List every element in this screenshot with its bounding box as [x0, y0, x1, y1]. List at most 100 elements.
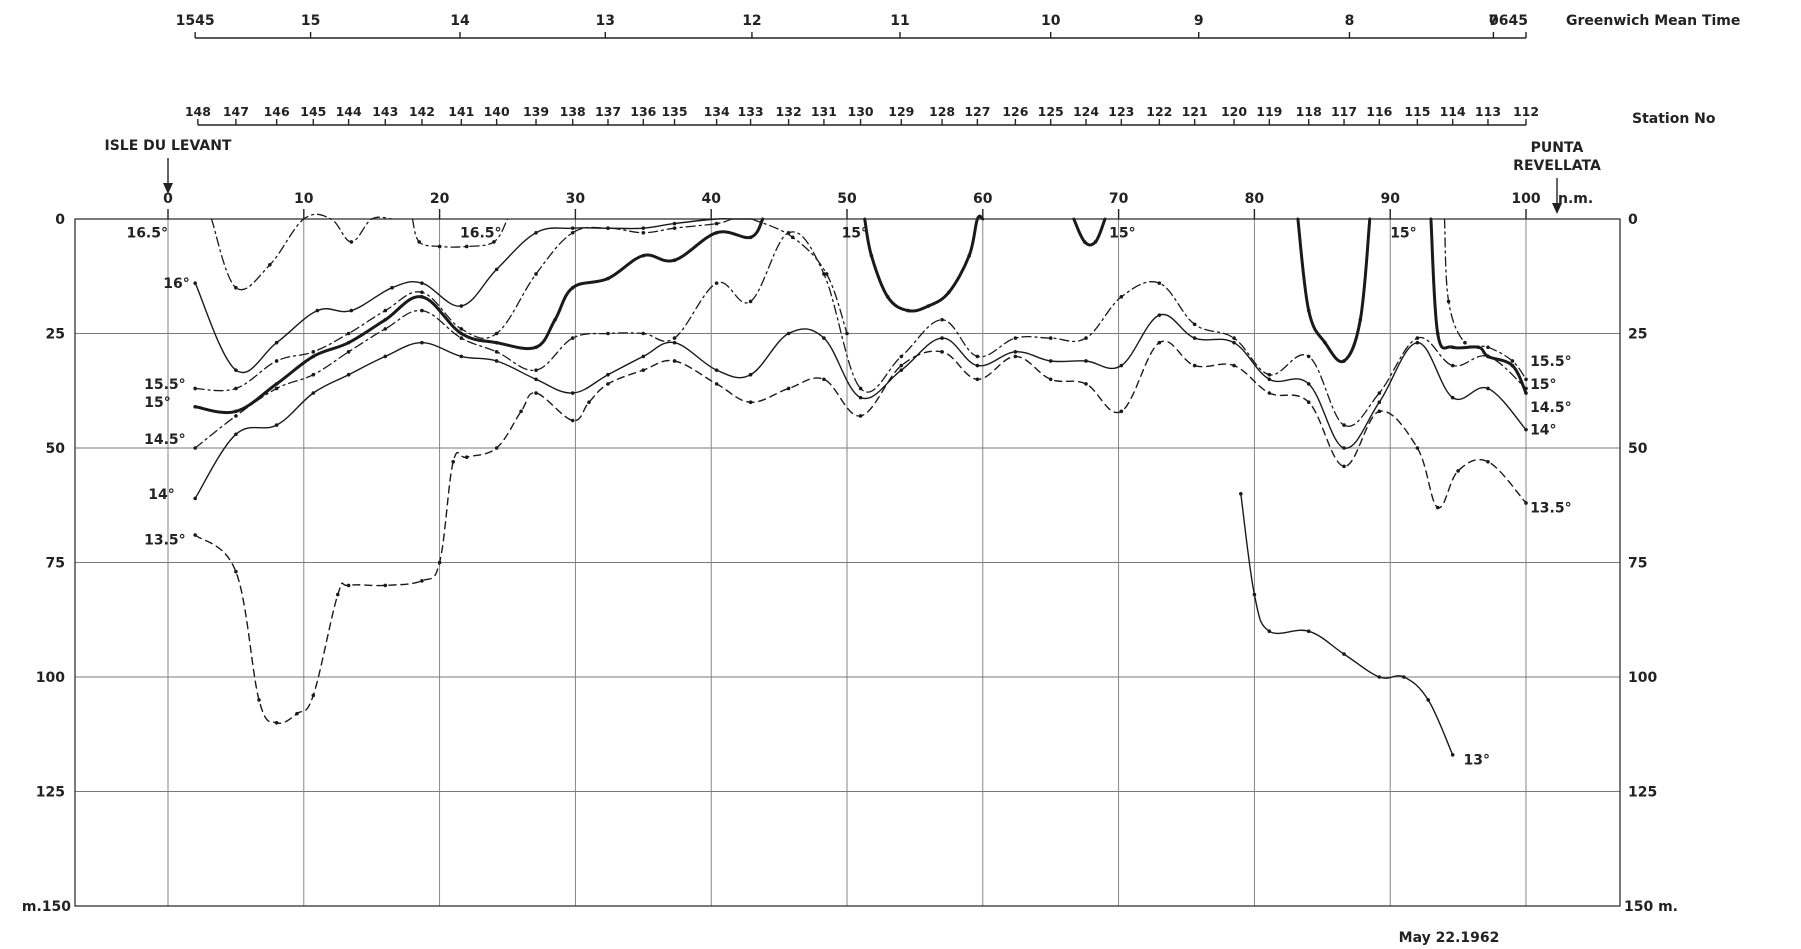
- isotherm-point: [748, 235, 753, 240]
- station-tick-label: 146: [264, 104, 290, 119]
- station-tick-label: 141: [448, 104, 474, 119]
- isotherm-point: [492, 240, 496, 244]
- x-tick-label: 100: [1511, 191, 1540, 207]
- station-tick-label: 147: [223, 104, 249, 119]
- isotherm-point: [459, 331, 464, 336]
- isotherm-point: [234, 414, 238, 418]
- isotherm-point: [1013, 336, 1018, 340]
- isotherm-point: [822, 377, 826, 382]
- y-tick-label-right: 125: [1628, 785, 1657, 801]
- station-tick-label: 140: [484, 104, 510, 119]
- isotherm-line: [751, 218, 848, 335]
- isotherm-point: [553, 317, 557, 322]
- isotherm-label: 15°: [1109, 226, 1135, 242]
- isotherm-point: [606, 331, 610, 336]
- isotherm-point: [459, 336, 464, 340]
- isotherm-label: 13°: [1464, 752, 1490, 768]
- isotherm-point: [534, 230, 538, 235]
- endpoint-left-label: ISLE DU LEVANT: [105, 138, 232, 154]
- isotherm-point: [1267, 372, 1272, 377]
- isotherm-point: [274, 359, 279, 363]
- isotherm-point: [1510, 359, 1515, 363]
- isotherm-point: [1306, 400, 1311, 405]
- isotherm-point: [641, 253, 646, 258]
- time-tick-label: 10: [1041, 13, 1061, 29]
- isotherm-point: [1415, 340, 1420, 345]
- isotherm-point: [606, 226, 610, 230]
- isotherm-point: [420, 281, 424, 285]
- isotherm-point: [1358, 317, 1363, 322]
- y-tick-label-right: 0: [1628, 212, 1638, 228]
- isotherm-point: [1267, 629, 1272, 633]
- isotherm-point: [1306, 382, 1311, 386]
- y-tick-label-right: 75: [1628, 556, 1647, 572]
- isotherm-point: [1048, 359, 1053, 363]
- station-tick-label: 127: [964, 104, 990, 119]
- isotherm-point: [519, 409, 523, 414]
- isotherm-point: [1377, 409, 1382, 414]
- isotherm-label: 14.5°: [1530, 400, 1572, 416]
- isotherm-point: [311, 354, 316, 359]
- isotherm-point: [346, 340, 351, 345]
- isotherm-point: [494, 446, 499, 450]
- station-tick-label: 118: [1296, 104, 1322, 119]
- isotherm-point: [257, 698, 261, 702]
- isotherm-point: [822, 336, 826, 340]
- isotherm-point: [1450, 345, 1455, 350]
- plot-frame-rect: [74, 218, 1621, 907]
- isotherm-point: [311, 372, 316, 377]
- isotherm-point: [1435, 331, 1440, 336]
- isotherm-point: [1252, 592, 1257, 597]
- isotherm-point: [234, 285, 238, 290]
- isotherm-point: [1232, 336, 1236, 340]
- isotherm-line: [194, 217, 753, 374]
- isotherm-line: [194, 218, 733, 392]
- isotherm-point: [534, 391, 538, 395]
- y-bottom-label-left: m.150: [22, 899, 71, 915]
- isotherm-point: [420, 340, 424, 345]
- isotherm-point: [1048, 377, 1053, 382]
- isotherm-point: [1306, 354, 1311, 359]
- isotherm-point: [1342, 446, 1346, 450]
- isotherm-point: [906, 308, 910, 313]
- isotherm-point: [311, 693, 316, 698]
- isotherm-point: [1524, 377, 1528, 382]
- isotherm-point: [234, 368, 238, 372]
- endpoint-right-label-line2: REVELLATA: [1513, 158, 1601, 174]
- station-tick-label: 116: [1366, 104, 1392, 119]
- isotherm-point: [437, 560, 442, 565]
- isotherm-point: [193, 386, 197, 391]
- isotherm-point: [672, 340, 677, 345]
- isotherm-point: [494, 267, 499, 272]
- x-tick-label: 70: [1109, 191, 1129, 207]
- isotherm-point: [1377, 391, 1382, 395]
- isotherm-point: [790, 235, 795, 240]
- isotherm-point: [570, 230, 575, 235]
- y-tick-label-left: 75: [46, 556, 65, 572]
- station-tick-label: 142: [409, 104, 435, 119]
- isotherm-point: [459, 354, 464, 359]
- isotherm-line: [193, 217, 765, 415]
- isotherm-point: [822, 272, 826, 276]
- isotherm-point: [349, 240, 354, 244]
- station-tick-label: 139: [523, 104, 549, 119]
- isotherm-point: [1435, 505, 1440, 510]
- station-tick-label: 143: [372, 104, 398, 119]
- isotherm-point: [899, 368, 904, 372]
- isotherm-point: [193, 533, 197, 537]
- isotherm-point: [570, 418, 575, 423]
- isotherm-point: [1267, 377, 1272, 382]
- isotherm-point: [274, 721, 279, 725]
- isotherm-point: [193, 446, 197, 450]
- isotherm-series: [193, 213, 1528, 757]
- isotherm-point: [641, 368, 646, 372]
- endpoint-right-arrowhead: [1552, 203, 1562, 214]
- isotherm-point: [1013, 354, 1018, 359]
- isotherm-label: 16°: [163, 276, 189, 292]
- isotherm-point: [1084, 336, 1088, 340]
- isotherm-point: [346, 331, 351, 336]
- isotherm-label: 15.5°: [1530, 354, 1572, 370]
- isotherm-line: [1240, 493, 1454, 756]
- isotherm-point: [748, 400, 753, 405]
- isotherm-point: [1426, 698, 1431, 702]
